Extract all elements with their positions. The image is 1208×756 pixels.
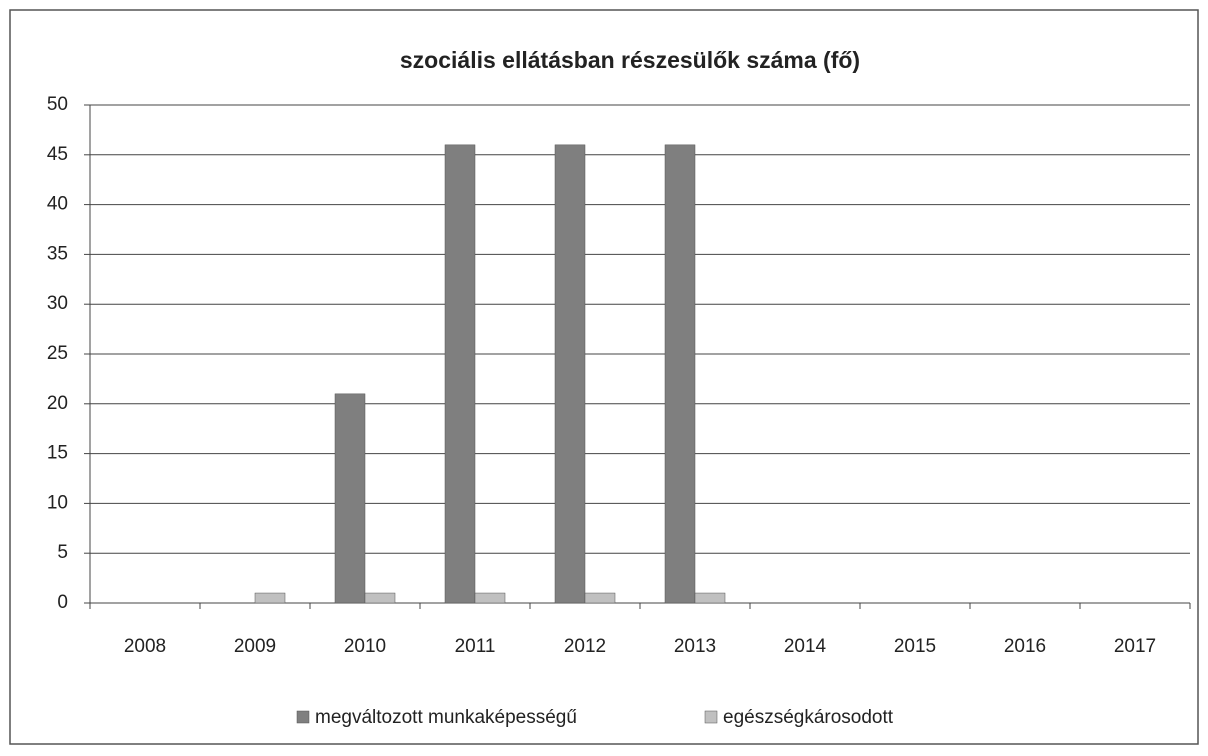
x-tick-label: 2014	[784, 636, 827, 657]
x-tick-label: 2010	[344, 636, 386, 657]
y-tick-label: 35	[47, 243, 68, 264]
bar	[584, 592, 616, 604]
y-tick-label: 50	[47, 94, 68, 115]
y-tick-label: 10	[47, 492, 68, 513]
chart-frame	[9, 9, 1199, 745]
y-tick-label: 15	[47, 443, 68, 464]
y-tick-label: 40	[47, 194, 68, 215]
x-tick-label: 2012	[564, 636, 606, 657]
bar	[554, 144, 586, 604]
bar	[474, 592, 506, 604]
legend-swatch	[296, 710, 310, 724]
bar	[444, 144, 476, 604]
x-tick-label: 2017	[1114, 636, 1156, 657]
x-tick-label: 2009	[234, 636, 276, 657]
bar	[334, 393, 366, 604]
y-tick-label: 5	[57, 542, 68, 563]
legend-label: egészségkárosodott	[723, 707, 894, 728]
legend-label: megváltozott munkaképességű	[315, 707, 577, 728]
legend-swatch	[704, 710, 718, 724]
y-tick-label: 30	[47, 293, 68, 314]
x-tick-label: 2016	[1004, 636, 1046, 657]
y-tick-label: 0	[57, 592, 68, 613]
y-tick-label: 25	[47, 343, 68, 364]
y-tick-label: 45	[47, 144, 68, 165]
x-tick-label: 2015	[894, 636, 936, 657]
chart-title: szociális ellátásban részesülők száma (f…	[400, 47, 860, 73]
x-tick-label: 2008	[124, 636, 166, 657]
x-tick-label: 2011	[455, 636, 496, 657]
bar	[664, 144, 696, 604]
y-tick-label: 20	[47, 393, 68, 414]
bar	[364, 592, 396, 604]
bar	[694, 592, 726, 604]
bar	[254, 592, 286, 604]
x-tick-label: 2013	[674, 636, 716, 657]
